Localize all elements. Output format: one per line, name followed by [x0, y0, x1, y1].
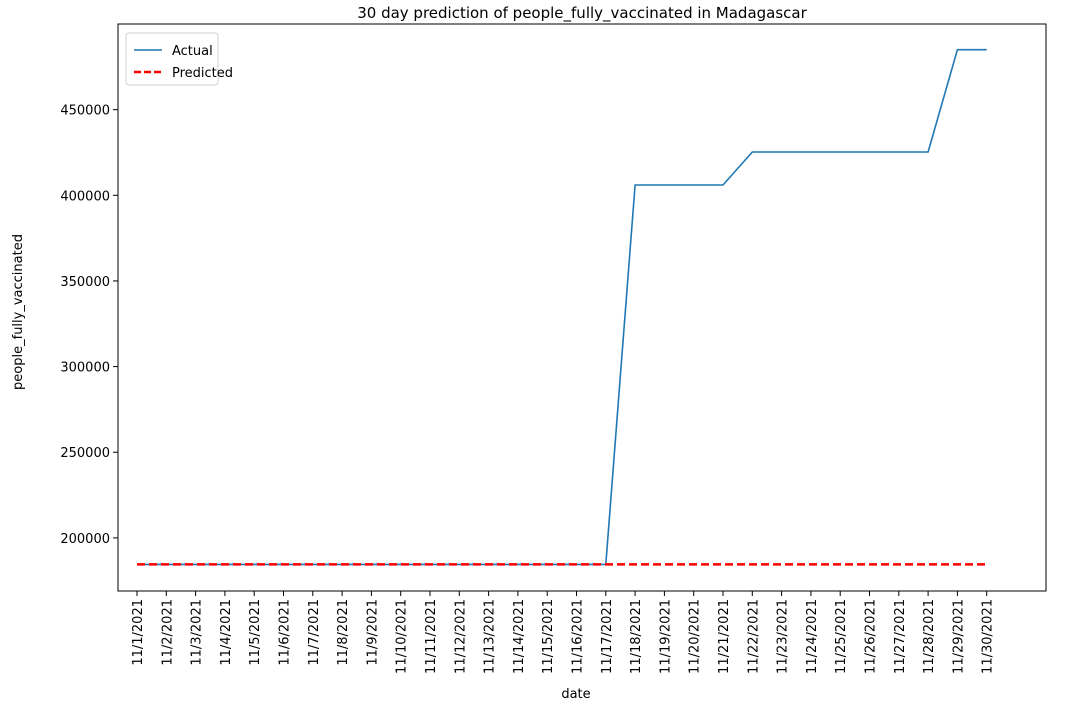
y-tick-label: 250000: [60, 446, 110, 461]
x-tick-label: 11/21/2021: [717, 599, 732, 674]
x-tick-label: 11/18/2021: [629, 599, 644, 674]
y-tick-label: 350000: [60, 275, 110, 290]
series-lines: [137, 48, 987, 566]
y-tick-label: 200000: [60, 532, 110, 547]
y-axis: 200000 250000 300000 350000 400000 450000: [60, 104, 118, 547]
x-tick-label: 11/25/2021: [834, 599, 849, 674]
y-tick-label: 450000: [60, 104, 110, 119]
x-axis: 11/1/2021 11/2/2021 11/3/2021 11/4/2021 11/5…: [131, 591, 996, 674]
x-tick-label: 11/8/2021: [336, 599, 351, 666]
x-tick-label: 11/29/2021: [951, 599, 966, 674]
x-tick-label: 11/13/2021: [483, 599, 498, 674]
x-tick-label: 11/11/2021: [424, 599, 439, 674]
y-tick-label: 400000: [60, 189, 110, 204]
x-tick-label: 11/16/2021: [571, 599, 586, 674]
y-tick-label: 300000: [60, 361, 110, 376]
x-tick-label: 11/22/2021: [746, 599, 761, 674]
x-tick-label: 11/6/2021: [278, 599, 293, 666]
x-tick-label: 11/15/2021: [541, 599, 556, 674]
x-tick-label: 11/20/2021: [688, 599, 703, 674]
x-tick-label: 11/26/2021: [864, 599, 879, 674]
x-tick-label: 11/10/2021: [395, 599, 410, 674]
x-tick-label: 11/5/2021: [248, 599, 263, 666]
legend-label-predicted: Predicted: [172, 66, 233, 81]
plot-area: [117, 23, 1047, 592]
x-tick-label: 11/9/2021: [365, 599, 380, 666]
x-tick-label: 11/14/2021: [512, 599, 527, 674]
x-tick-label: 11/28/2021: [922, 599, 937, 674]
x-tick-label: 11/23/2021: [776, 599, 791, 674]
x-tick-label: 11/7/2021: [307, 599, 322, 666]
chart-title: 30 day prediction of people_fully_vaccin…: [357, 4, 807, 23]
legend: Actual Predicted: [125, 32, 233, 86]
x-tick-label: 11/4/2021: [219, 599, 234, 666]
x-tick-label: 11/1/2021: [131, 599, 146, 666]
x-tick-label: 11/17/2021: [600, 599, 615, 674]
legend-label-actual: Actual: [172, 44, 213, 59]
x-axis-title: date: [561, 687, 590, 702]
x-tick-label: 11/2/2021: [160, 599, 175, 666]
x-tick-label: 11/12/2021: [453, 599, 468, 674]
y-axis-title: people_fully_vaccinated: [11, 234, 26, 390]
x-tick-label: 11/3/2021: [190, 599, 205, 666]
x-tick-label: 11/27/2021: [893, 599, 908, 674]
x-tick-label: 11/30/2021: [981, 599, 996, 674]
x-tick-label: 11/24/2021: [805, 599, 820, 674]
x-tick-label: 11/19/2021: [658, 599, 673, 674]
